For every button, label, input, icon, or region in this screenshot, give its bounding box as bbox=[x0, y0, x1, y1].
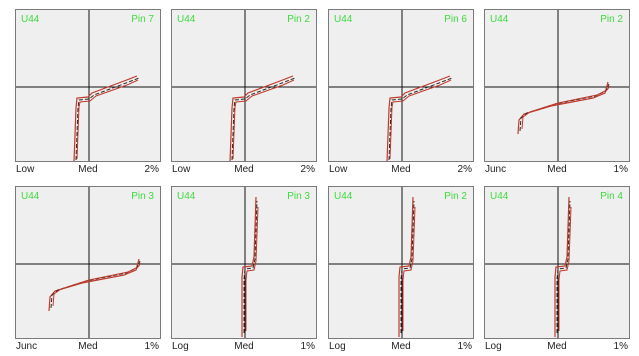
trace-reference bbox=[48, 258, 140, 312]
voltage-label: Med bbox=[547, 341, 567, 352]
iv-curve-panel[interactable]: U44 Pin 2 bbox=[484, 9, 630, 162]
pin-label: Pin 2 bbox=[444, 191, 467, 202]
trace-reference bbox=[229, 75, 294, 161]
trace-reference bbox=[517, 81, 609, 135]
chip-label: U44 bbox=[21, 191, 40, 202]
tolerance-label: 1% bbox=[613, 341, 628, 352]
panel-footer: Junc Med 1% bbox=[484, 164, 630, 177]
curve-plot bbox=[485, 187, 629, 338]
pin-label: Pin 4 bbox=[600, 191, 623, 202]
pin-label: Pin 7 bbox=[131, 14, 154, 25]
chip-label: U44 bbox=[177, 191, 196, 202]
panel-footer: Junc Med 1% bbox=[15, 341, 161, 354]
iv-curve-panel[interactable]: U44 Pin 2 bbox=[328, 186, 474, 339]
trace-compare bbox=[245, 206, 259, 331]
tolerance-label: 1% bbox=[613, 164, 628, 175]
panel-footer: Low Med 2% bbox=[15, 164, 161, 177]
tolerance-label: 2% bbox=[300, 164, 315, 175]
iv-curve-panel[interactable]: U44 Pin 4 bbox=[484, 186, 630, 339]
voltage-label: Med bbox=[78, 341, 98, 352]
voltage-label: Med bbox=[391, 164, 411, 175]
trace-compare bbox=[76, 79, 139, 160]
curve-plot bbox=[172, 10, 316, 161]
panel-footer: Log Med 1% bbox=[328, 341, 474, 354]
panel-footer: Low Med 2% bbox=[171, 164, 317, 177]
voltage-label: Med bbox=[78, 164, 98, 175]
pin-label: Pin 3 bbox=[287, 191, 310, 202]
chip-label: U44 bbox=[334, 14, 353, 25]
iv-curve-panel[interactable]: U44 Pin 2 bbox=[171, 9, 317, 162]
range-label: Log bbox=[485, 341, 502, 352]
trace-compare bbox=[389, 79, 452, 160]
range-label: Low bbox=[16, 164, 35, 175]
curve-plot bbox=[329, 187, 473, 338]
trace-measured bbox=[400, 200, 415, 333]
iv-curve-panel[interactable]: U44 Pin 7 bbox=[15, 9, 161, 162]
trace-reference bbox=[554, 196, 570, 337]
chip-label: U44 bbox=[490, 14, 509, 25]
trace-measured bbox=[50, 260, 141, 309]
trace-measured bbox=[243, 200, 258, 333]
range-label: Low bbox=[329, 164, 348, 175]
trace-reference bbox=[73, 75, 138, 161]
panel-footer: Log Med 1% bbox=[484, 341, 630, 354]
curve-plot bbox=[329, 10, 473, 161]
panel-footer: Low Med 2% bbox=[328, 164, 474, 177]
range-label: Low bbox=[172, 164, 191, 175]
chip-label: U44 bbox=[177, 14, 196, 25]
voltage-label: Med bbox=[234, 341, 254, 352]
chip-label: U44 bbox=[334, 191, 353, 202]
chip-label: U44 bbox=[21, 14, 40, 25]
voltage-label: Med bbox=[234, 164, 254, 175]
trace-reference bbox=[241, 196, 257, 337]
panel-footer: Log Med 1% bbox=[171, 341, 317, 354]
trace-compare bbox=[521, 85, 611, 130]
range-label: Junc bbox=[485, 164, 507, 175]
curve-plot bbox=[16, 187, 160, 338]
tolerance-label: 1% bbox=[144, 341, 159, 352]
range-label: Junc bbox=[16, 341, 38, 352]
trace-compare bbox=[558, 206, 572, 331]
iv-curve-panel[interactable]: U44 Pin 3 bbox=[171, 186, 317, 339]
voltage-label: Med bbox=[547, 164, 567, 175]
trace-compare bbox=[232, 79, 295, 160]
tolerance-label: 2% bbox=[144, 164, 159, 175]
curve-plot bbox=[172, 187, 316, 338]
trace-measured bbox=[231, 77, 296, 161]
trace-reference bbox=[386, 75, 451, 161]
voltage-label: Med bbox=[391, 341, 411, 352]
pin-label: Pin 3 bbox=[131, 191, 154, 202]
trace-measured bbox=[388, 77, 453, 161]
pin-label: Pin 2 bbox=[287, 14, 310, 25]
iv-curve-panel[interactable]: U44 Pin 6 bbox=[328, 9, 474, 162]
curve-plot bbox=[16, 10, 160, 161]
trace-measured bbox=[75, 77, 140, 161]
trace-compare bbox=[402, 206, 416, 331]
trace-measured bbox=[519, 83, 610, 132]
pin-label: Pin 6 bbox=[444, 14, 467, 25]
trace-reference bbox=[398, 196, 414, 337]
trace-compare bbox=[52, 262, 142, 307]
chip-label: U44 bbox=[490, 191, 509, 202]
range-label: Log bbox=[172, 341, 189, 352]
pin-label: Pin 2 bbox=[600, 14, 623, 25]
tolerance-label: 1% bbox=[457, 341, 472, 352]
range-label: Log bbox=[329, 341, 346, 352]
trace-measured bbox=[556, 200, 571, 333]
iv-curve-panel[interactable]: U44 Pin 3 bbox=[15, 186, 161, 339]
curve-plot bbox=[485, 10, 629, 161]
tolerance-label: 2% bbox=[457, 164, 472, 175]
tolerance-label: 1% bbox=[300, 341, 315, 352]
